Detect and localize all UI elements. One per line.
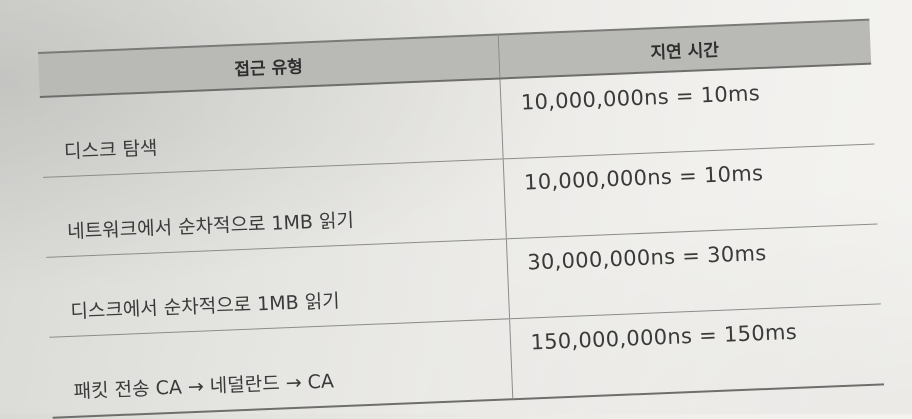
access-type-cell: 패킷 전송 CA → 네덜란드 → CA [49,318,513,418]
latency-cell: 30,000,000ns = 30ms [505,223,881,319]
latency-cell: 10,000,000ns = 10ms [502,144,878,239]
latency-table-region: 접근 유형 지연 시간 디스크 탐색 10,000,000ns = 10ms 네… [38,19,885,419]
table-body: 디스크 탐색 10,000,000ns = 10ms 네트워크에서 순차적으로 … [39,63,885,418]
latency-cell: 10,000,000ns = 10ms [499,63,875,159]
latency-table: 접근 유형 지연 시간 디스크 탐색 10,000,000ns = 10ms 네… [38,19,885,419]
latency-cell: 150,000,000ns = 150ms [509,303,885,400]
